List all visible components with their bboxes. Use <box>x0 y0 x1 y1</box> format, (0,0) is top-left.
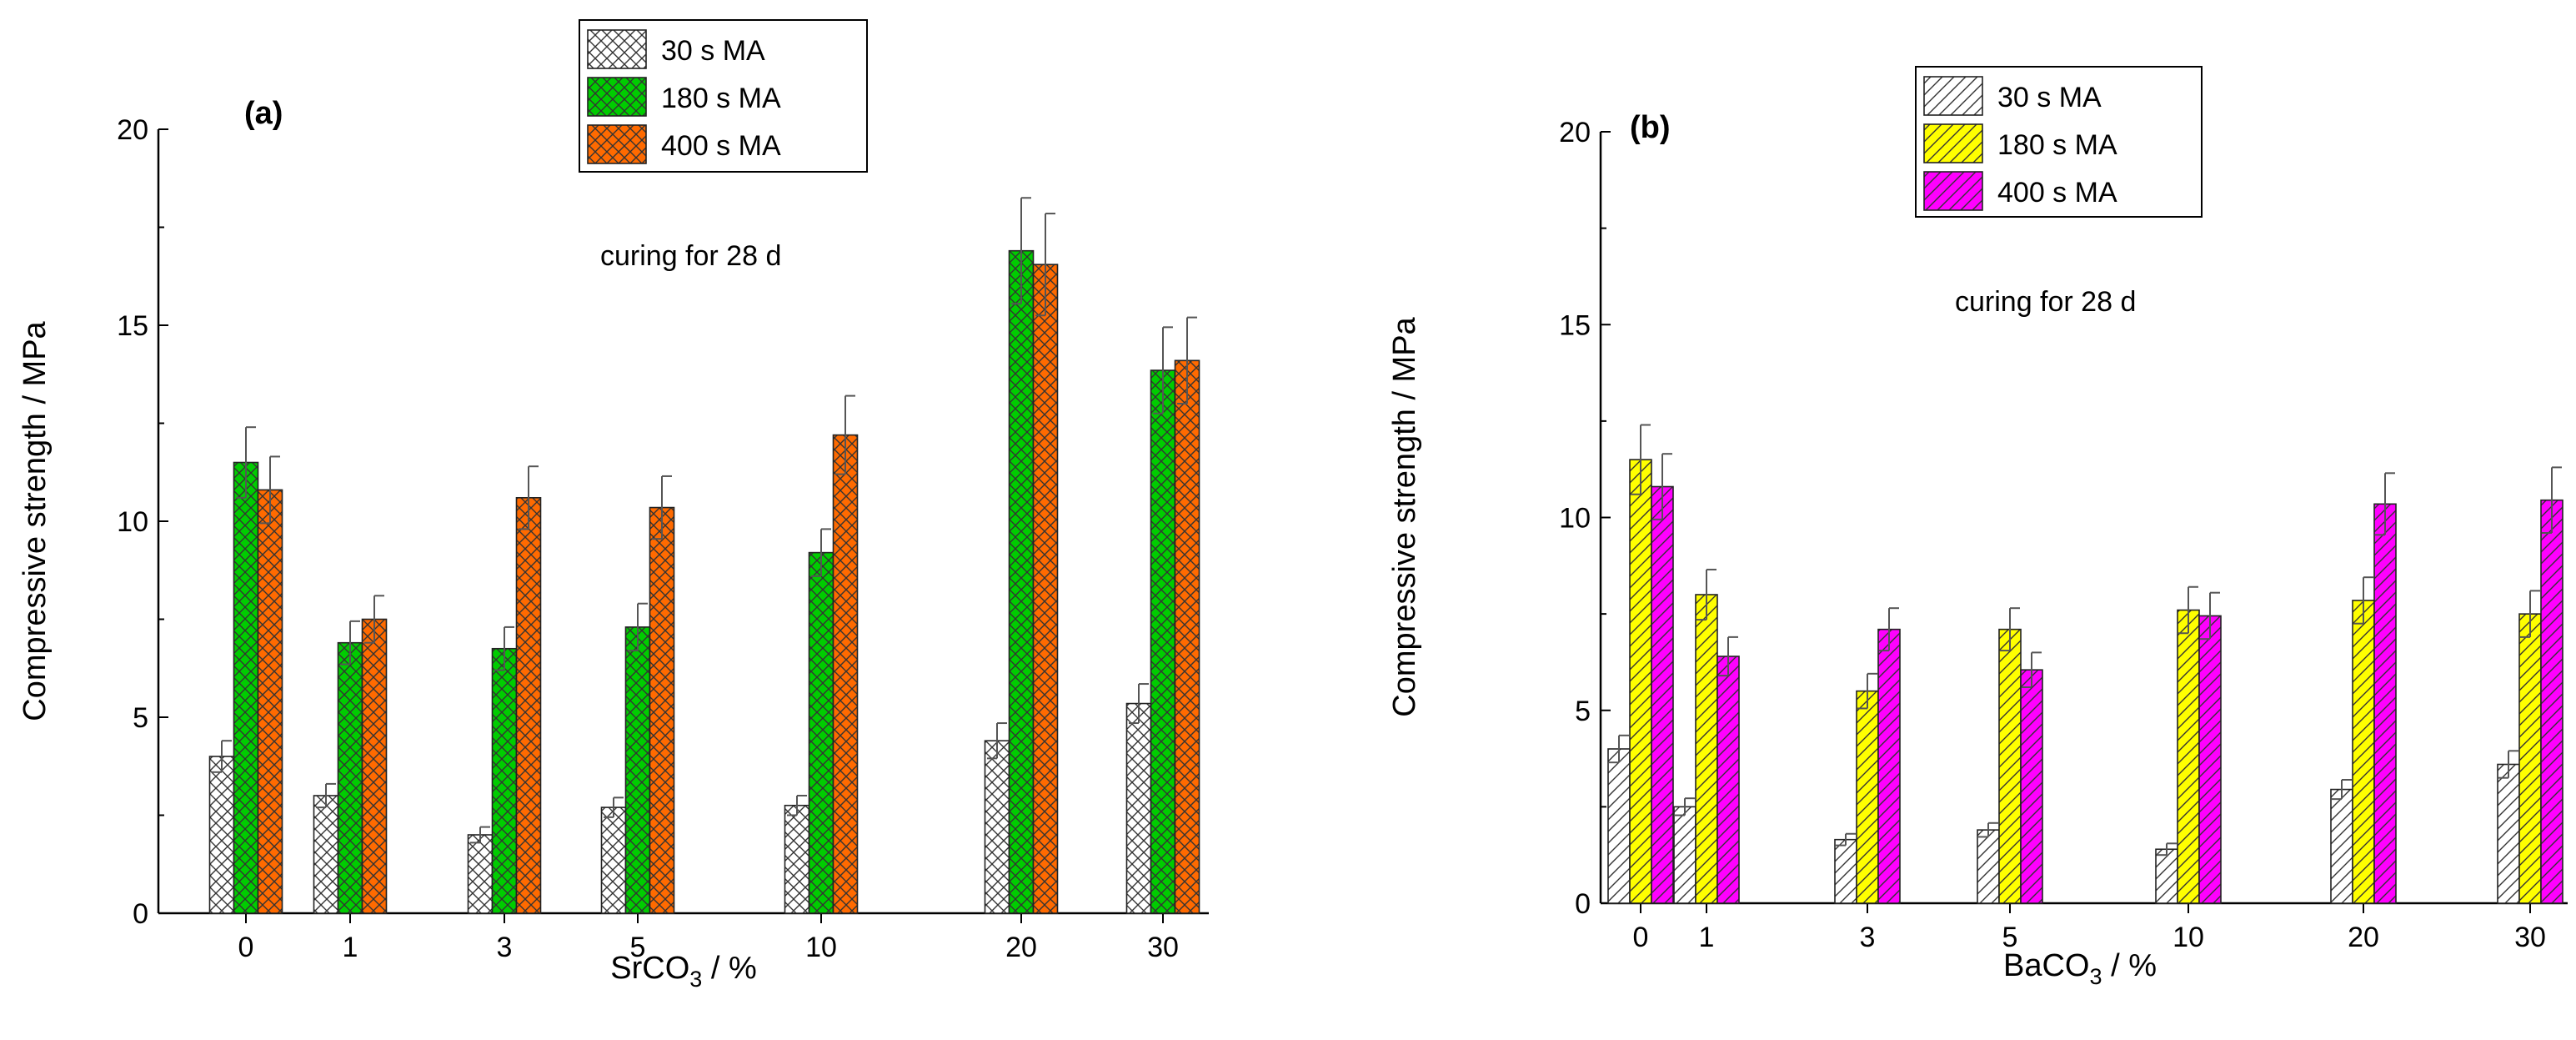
panel-label: (a) <box>244 96 283 131</box>
bar <box>491 647 518 914</box>
bar <box>1716 656 1740 904</box>
bar <box>1673 806 1696 904</box>
bar <box>2518 613 2542 904</box>
y-tick-label: 20 <box>1559 117 1591 148</box>
bar <box>624 626 651 914</box>
y-tick-label: 10 <box>1559 503 1591 535</box>
x-tick-label: 10 <box>805 932 837 963</box>
bar <box>1008 249 1035 914</box>
legend-entry-label: 180 s MA <box>1997 129 2117 161</box>
legend-swatch <box>587 124 647 164</box>
bar <box>984 740 1010 914</box>
bar <box>2330 788 2353 904</box>
annotation: curing for 28 d <box>600 240 781 272</box>
bar <box>2198 615 2222 904</box>
x-axis-title-main: BaCO <box>2003 948 2089 983</box>
bar <box>467 834 494 914</box>
bar <box>1998 628 2022 904</box>
bar <box>515 496 542 914</box>
y-tick-label: 15 <box>1559 309 1591 341</box>
bar <box>1856 690 1879 904</box>
bar <box>808 551 834 914</box>
legend-swatch <box>587 29 647 69</box>
x-tick-label: 1 <box>1699 922 1715 953</box>
x-tick-label: 20 <box>1005 932 1037 963</box>
bar <box>2497 763 2520 904</box>
x-axis-title-tail: / % <box>2102 948 2157 983</box>
bar <box>1877 628 1901 904</box>
annotation: curing for 28 d <box>1955 286 2136 318</box>
x-tick-label: 5 <box>630 932 646 963</box>
bar <box>208 756 235 914</box>
bar <box>337 641 363 914</box>
legend-entry-label: 400 s MA <box>661 130 781 162</box>
y-axis-title: Compressive strength / MPa <box>1387 316 1422 716</box>
panel-label: (b) <box>1630 110 1671 145</box>
bar <box>649 506 675 914</box>
bar <box>233 461 259 914</box>
legend-swatch <box>1923 171 1983 211</box>
y-tick-label: 10 <box>117 506 148 538</box>
x-axis-title-subscript: 3 <box>2089 964 2102 989</box>
legend-entry-label: 400 s MA <box>1997 177 2117 209</box>
bar <box>1651 485 1674 904</box>
legend-swatch <box>1923 76 1983 116</box>
x-axis-title: SrCO3 / % <box>610 951 757 992</box>
bar <box>1607 748 1631 904</box>
legend-entry-label: 30 s MA <box>661 35 765 67</box>
bar <box>1032 264 1059 914</box>
bar <box>1977 829 2000 904</box>
y-tick-label: 0 <box>133 898 148 930</box>
x-tick-label: 1 <box>343 932 358 963</box>
x-tick-label: 0 <box>1633 922 1649 953</box>
bar <box>1629 459 1652 904</box>
y-axis-title: Compressive strength / MPa <box>18 320 53 721</box>
legend-entry-label: 180 s MA <box>661 83 781 114</box>
y-tick-label: 20 <box>117 114 148 146</box>
bar <box>2155 848 2178 904</box>
bar <box>784 804 810 914</box>
x-axis-title: BaCO3 / % <box>2003 948 2157 989</box>
x-tick-label: 30 <box>2514 922 2546 953</box>
bar <box>2540 499 2563 904</box>
bar <box>832 434 859 914</box>
x-tick-label: 3 <box>497 932 513 963</box>
bar <box>1150 369 1176 914</box>
legend-entry-label: 30 s MA <box>1997 82 2102 113</box>
chart-panel-b: 0 5 10 15 20 0 1 3 5 10 20 30 Compressive strength /… <box>1387 66 2568 989</box>
chart-panel-a: 0 5 10 15 20 0 1 3 5 10 20 30 Compressive strength /… <box>18 19 1209 992</box>
bar <box>600 806 627 914</box>
bar <box>1834 838 1857 904</box>
bar <box>361 618 388 914</box>
bar <box>1125 702 1152 914</box>
bar <box>2177 609 2200 904</box>
y-tick-label: 15 <box>117 310 148 342</box>
legend: 30 s MA 180 s MA 400 s MA <box>1915 66 2203 218</box>
bar <box>2020 669 2043 904</box>
legend-swatch <box>1923 123 1983 163</box>
x-axis-title-main: SrCO <box>610 951 689 986</box>
x-tick-label: 30 <box>1147 932 1179 963</box>
bar <box>2373 503 2397 904</box>
legend-swatch <box>587 77 647 117</box>
x-axis-title-subscript: 3 <box>689 967 702 992</box>
x-axis-title-tail: / % <box>702 951 756 986</box>
bar <box>1695 594 1718 904</box>
bar <box>313 795 339 914</box>
bar <box>1174 359 1200 914</box>
x-tick-label: 0 <box>238 932 254 963</box>
y-tick-label: 5 <box>1575 696 1591 727</box>
y-tick-label: 0 <box>1575 888 1591 920</box>
legend: 30 s MA 180 s MA 400 s MA <box>579 19 868 173</box>
bar <box>257 489 283 914</box>
x-tick-label: 10 <box>2173 922 2204 953</box>
x-tick-label: 3 <box>1860 922 1876 953</box>
y-tick-label: 5 <box>133 702 148 734</box>
bar <box>2352 600 2375 904</box>
x-tick-label: 5 <box>2002 922 2018 953</box>
x-tick-label: 20 <box>2348 922 2379 953</box>
